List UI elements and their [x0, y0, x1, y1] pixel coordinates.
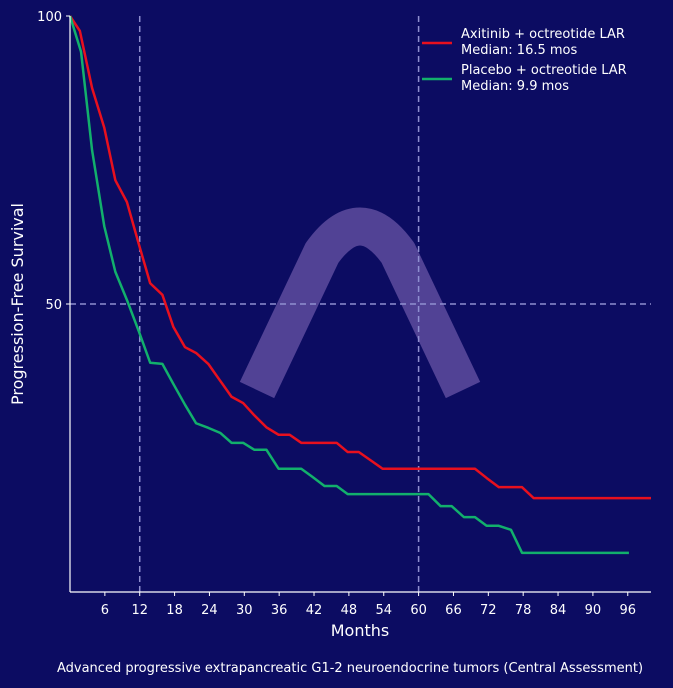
legend-label-1: Placebo + octreotide LAR: [461, 63, 627, 78]
x-tick-label: 6: [101, 603, 109, 618]
y-tick-label: 50: [45, 298, 62, 313]
x-tick-label: 78: [515, 603, 532, 618]
series-line-0: [68, 15, 651, 500]
x-tick-label: 72: [480, 603, 497, 618]
x-tick-label: 42: [306, 603, 323, 618]
legend-label-0: Axitinib + octreotide LAR: [461, 27, 625, 42]
y-tick-label: 100: [37, 10, 62, 25]
legend-median-0: Median: 16.5 mos: [461, 43, 577, 58]
y-ticks: 50 100: [37, 10, 70, 313]
legend-median-1: Median: 9.9 mos: [461, 79, 569, 94]
x-tick-label: 96: [619, 603, 636, 618]
series-line-1: [68, 15, 629, 555]
x-tick-label: 36: [271, 603, 288, 618]
x-tick-label: 60: [410, 603, 427, 618]
caption: Advanced progressive extrapancreatic G1-…: [57, 661, 643, 676]
x-tick-label: 84: [550, 603, 567, 618]
x-tick-label: 18: [166, 603, 183, 618]
reference-lines: [70, 16, 651, 592]
x-ticks: 6 12 18 24 30 36 42 48 54 60 66 72 78 84 90 96: [101, 592, 636, 618]
x-tick-label: 90: [585, 603, 602, 618]
y-axis-label: Progression-Free Survival: [8, 203, 27, 405]
x-tick-label: 24: [201, 603, 218, 618]
watermark-arch-logo: [239, 207, 481, 399]
x-tick-label: 54: [375, 603, 392, 618]
series-lines: [68, 15, 651, 555]
x-tick-label: 66: [445, 603, 462, 618]
x-tick-label: 30: [236, 603, 253, 618]
x-axis-label: Months: [331, 621, 389, 640]
x-tick-label: 48: [341, 603, 358, 618]
x-tick-label: 12: [131, 603, 148, 618]
